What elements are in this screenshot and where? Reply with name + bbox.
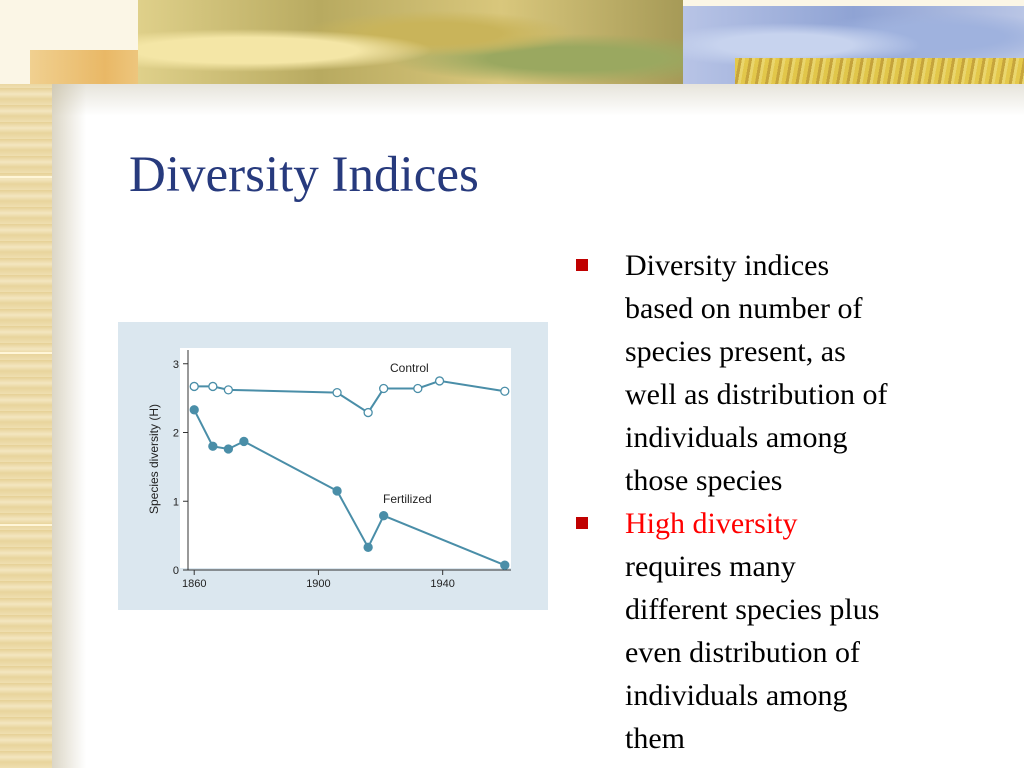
series-label-control: Control — [390, 361, 429, 375]
x-tick-label: 1940 — [430, 578, 454, 590]
data-point-control — [379, 383, 389, 394]
bullet-line: even distribution of — [625, 636, 860, 669]
top-photo-grass — [735, 58, 1024, 84]
series-label-fertilized: Fertilized — [383, 492, 432, 506]
bullet-line: Diversity indices — [625, 249, 830, 282]
bullet-list: Diversity indices based on number of spe… — [576, 244, 996, 760]
data-point-control — [332, 387, 342, 398]
data-point-control — [363, 407, 373, 418]
data-point-control — [208, 381, 218, 392]
bullet-line: requires many — [625, 550, 796, 583]
data-point-fertilized — [332, 486, 342, 496]
data-point-fertilized — [189, 405, 199, 415]
data-point-fertilized — [208, 441, 218, 451]
x-tick-label: 1860 — [182, 578, 206, 590]
bullet-line: them — [625, 722, 685, 755]
data-point-control — [189, 381, 199, 392]
bullet-line: species present, as — [625, 335, 846, 368]
data-point-control — [434, 376, 445, 386]
strip-seam — [0, 352, 52, 354]
x-tick-label: 1900 — [306, 578, 330, 590]
bullet-item: High diversity requires many different s… — [576, 502, 996, 760]
strip-seam — [0, 524, 52, 526]
y-tick-label: 3 — [173, 359, 179, 371]
data-point-fertilized — [239, 436, 249, 447]
data-point-control — [223, 385, 234, 395]
slide-title: Diversity Indices — [129, 147, 479, 203]
bullet-marker-icon — [576, 517, 588, 529]
bullet-line: different species plus — [625, 593, 880, 626]
decorative-top-band — [0, 0, 1024, 84]
decorative-left-strip — [0, 0, 52, 768]
data-point-fertilized — [500, 560, 510, 570]
bullet-line: well as distribution of — [625, 378, 888, 411]
data-point-fertilized — [363, 542, 373, 552]
plot-area — [180, 348, 511, 568]
data-point-control — [500, 386, 510, 396]
data-point-fertilized — [223, 444, 234, 454]
data-point-fertilized — [379, 511, 389, 521]
bullet-line: individuals among — [625, 421, 848, 454]
y-axis-label: Species diversity (H) — [147, 404, 161, 514]
y-tick-label: 1 — [173, 496, 179, 508]
y-tick-label: 0 — [173, 565, 179, 577]
bullet-item: Diversity indices based on number of spe… — [576, 244, 996, 502]
bullet-line: individuals among — [625, 679, 848, 712]
diversity-chart: 0 1 2 3 1860 1900 1940 Species diversity (H) C… — [147, 348, 511, 590]
top-photo-leaves — [138, 0, 683, 84]
bullet-line: those species — [625, 464, 783, 497]
strip-seam — [0, 176, 52, 178]
data-point-control — [413, 383, 423, 394]
bullet-marker-icon — [576, 259, 588, 271]
y-tick-label: 2 — [173, 428, 179, 440]
chart-panel: 0 1 2 3 1860 1900 1940 Species diversity (H) C… — [118, 322, 548, 610]
left-shadow — [52, 84, 86, 768]
bullet-line: based on number of — [625, 292, 863, 325]
top-shadow — [52, 84, 1024, 116]
bullet-highlight: High diversity — [625, 507, 798, 540]
